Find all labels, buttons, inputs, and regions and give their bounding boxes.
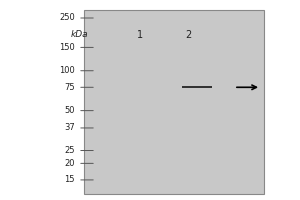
Text: 2: 2: [185, 30, 192, 40]
Text: 37: 37: [64, 123, 75, 132]
Text: 20: 20: [64, 159, 75, 168]
Text: 50: 50: [64, 106, 75, 115]
Text: 250: 250: [59, 14, 75, 22]
Text: 25: 25: [64, 146, 75, 155]
Text: 15: 15: [64, 175, 75, 184]
Bar: [84, 10, 264, 194]
Text: 75: 75: [64, 83, 75, 92]
Text: 100: 100: [59, 66, 75, 75]
Bar: [182, 86, 212, 88]
Text: 1: 1: [137, 30, 143, 40]
Text: 150: 150: [59, 43, 75, 52]
Text: kDa: kDa: [70, 30, 88, 39]
